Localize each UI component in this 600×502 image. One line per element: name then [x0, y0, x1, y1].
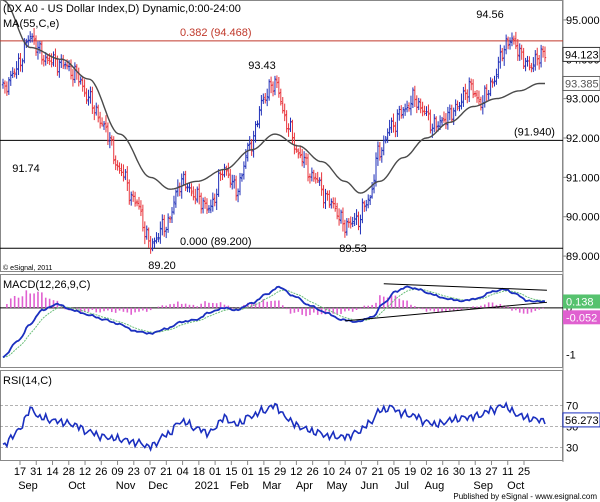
last-price-tag: [562, 46, 600, 62]
x-day-tick-label: 26: [95, 466, 107, 478]
x-month-label: Feb: [230, 480, 249, 492]
moving-average-line: [2, 0, 545, 194]
x-day-tick-label: 30: [453, 466, 465, 478]
macd-value-tag: [563, 294, 600, 309]
macd-line: [2, 285, 546, 359]
hist-value-tag: [563, 310, 600, 325]
rsi-value-tag: [562, 412, 600, 428]
rsi-y-tick-label: 30: [566, 443, 578, 455]
x-month-label: Oct: [68, 480, 85, 492]
x-day-tick-label: 25: [518, 466, 530, 478]
x-day-tick-label: 10: [323, 466, 335, 478]
x-day-tick-label: 29: [274, 466, 286, 478]
price-y-tick-label: 92.000: [566, 133, 600, 145]
support-label: (91.940): [514, 126, 555, 138]
price-y-tick-label: 90.000: [566, 212, 600, 224]
x-day-tick-label: 19: [404, 466, 416, 478]
x-month-label: May: [327, 480, 348, 492]
x-month-label: Nov: [116, 480, 136, 492]
x-month-label: Apr: [296, 480, 313, 492]
ma-value-label: 93.385: [565, 78, 599, 90]
last-price-label: 94.123: [565, 49, 599, 61]
x-day-tick-label: 21: [372, 466, 384, 478]
price-annotation: 89.20: [148, 260, 176, 272]
x-day-tick-label: 23: [128, 466, 140, 478]
rsi-line: [2, 401, 546, 452]
x-axis: 17 31 14 28 12 26 09 23 07 21 04 18 01 15 01 15 29 12 26 10…: [14, 461, 530, 492]
price-annotation: 94.56: [476, 9, 504, 21]
x-month-label: Sep: [473, 480, 493, 492]
x-month-label: Mar: [262, 480, 281, 492]
x-month-label: Jun: [361, 480, 379, 492]
x-day-tick-label: 31: [30, 466, 42, 478]
x-month-label: Dec: [148, 480, 168, 492]
fib-382-label: 0.382 (94.468): [180, 27, 252, 39]
macd-trendline: [344, 301, 547, 322]
rsi-value-label: 56.273: [565, 415, 599, 427]
macd-panel: 0 -1 0.138 -0.052: [0, 283, 600, 361]
x-day-tick-label: 16: [437, 466, 449, 478]
rsi-y-tick-label: 70: [566, 401, 578, 413]
footer-credit: Published by eSignal - www.esignal.com: [453, 492, 597, 501]
ma-label: MA(55,C,e): [3, 18, 59, 30]
x-day-tick-label: 02: [420, 466, 432, 478]
macd-label: MACD(12,26,9,C): [3, 279, 90, 291]
macd-trendline: [383, 283, 547, 291]
x-day-tick-label: 04: [176, 466, 188, 478]
x-day-tick-label: 11: [502, 466, 513, 478]
macd-y-tick-label: 0: [566, 303, 572, 315]
x-day-tick-label: 21: [160, 466, 172, 478]
x-month-label: 2021: [195, 480, 219, 492]
price-y-tick-label: 95.000: [566, 15, 600, 27]
price-panel: 95.00094.00093.00092.00091.00090.00089.0…: [0, 0, 600, 272]
x-day-tick-label: 13: [469, 466, 481, 478]
x-day-tick-label: 05: [388, 466, 400, 478]
price-annotation: 89.53: [339, 243, 367, 255]
price-y-tick-label: 91.000: [566, 172, 600, 184]
x-month-label: Oct: [507, 480, 524, 492]
chart-title: (DX A0 - US Dollar Index,D) Dynamic,0:00…: [3, 3, 241, 15]
macd-signal-line: [2, 288, 546, 358]
x-day-tick-label: 28: [63, 466, 75, 478]
x-day-tick-label: 18: [193, 466, 205, 478]
x-day-tick-label: 15: [225, 466, 237, 478]
x-day-tick-label: 01: [241, 466, 253, 478]
x-day-tick-label: 09: [111, 466, 123, 478]
price-annotation: 91.74: [12, 163, 40, 175]
x-day-tick-label: 26: [307, 466, 319, 478]
x-day-tick-label: 12: [79, 466, 91, 478]
x-month-label: Aug: [425, 480, 445, 492]
x-month-label: Jul: [395, 480, 409, 492]
price-y-tick-label: 89.000: [566, 251, 600, 263]
rsi-label: RSI(14,C): [3, 375, 52, 387]
x-day-tick-label: 24: [339, 466, 351, 478]
ma-value-tag: [562, 75, 600, 91]
price-annotation: 93.43: [248, 60, 276, 72]
watermark: © eSignal, 2011: [3, 264, 53, 272]
hist-value-label: -0.052: [566, 312, 597, 324]
x-day-tick-label: 07: [355, 466, 367, 478]
macd-y-tick-label: -1: [566, 349, 576, 361]
x-month-label: Sep: [18, 480, 38, 492]
x-day-tick-label: 14: [46, 466, 58, 478]
x-day-tick-label: 15: [258, 466, 270, 478]
x-day-tick-label: 12: [290, 466, 302, 478]
price-y-tick-label: 93.000: [566, 94, 600, 106]
x-day-tick-label: 07: [144, 466, 156, 478]
x-day-tick-label: 27: [485, 466, 497, 478]
x-day-tick-label: 01: [209, 466, 221, 478]
fib-000-label: 0.000 (89.200): [180, 236, 252, 248]
x-day-tick-label: 17: [14, 466, 26, 478]
macd-value-label: 0.138: [566, 296, 594, 308]
